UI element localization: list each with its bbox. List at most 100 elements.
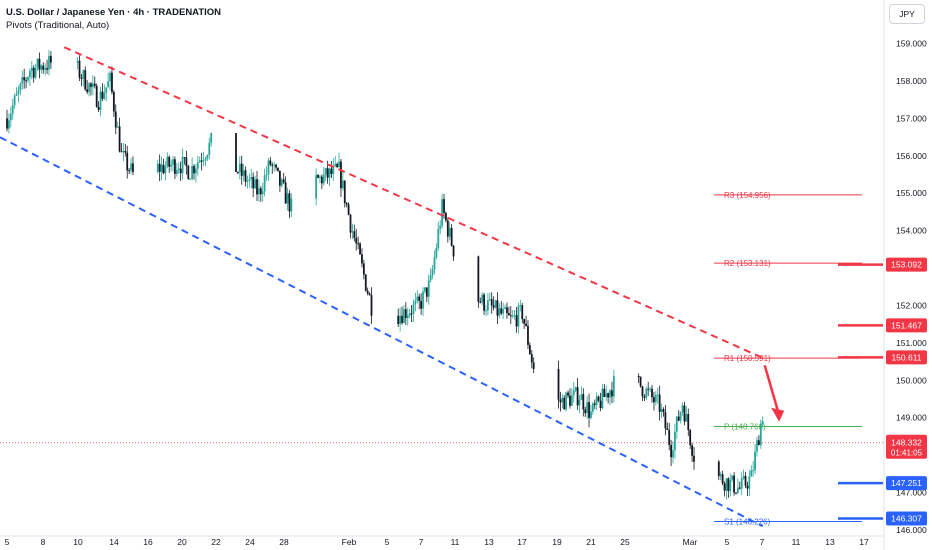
candle-body[interactable] — [609, 390, 611, 398]
candle-body[interactable] — [254, 179, 256, 189]
candle-body[interactable] — [82, 70, 85, 79]
candle-body[interactable] — [492, 305, 495, 308]
candle-body[interactable] — [246, 180, 249, 182]
candle-body[interactable] — [580, 394, 583, 400]
candle-body[interactable] — [736, 487, 739, 493]
candle-body[interactable] — [273, 164, 276, 166]
candle-body[interactable] — [263, 175, 266, 192]
candle-body[interactable] — [431, 269, 434, 276]
candle-body[interactable] — [204, 158, 207, 161]
candle-body[interactable] — [612, 376, 615, 397]
candle-body[interactable] — [248, 179, 251, 181]
candle-body[interactable] — [653, 397, 655, 403]
candle-body[interactable] — [530, 354, 533, 363]
candle-body[interactable] — [235, 133, 237, 173]
candle-body[interactable] — [126, 152, 129, 171]
candle-body[interactable] — [172, 159, 174, 165]
candle-body[interactable] — [727, 478, 730, 492]
candle-body[interactable] — [422, 291, 424, 309]
candle-body[interactable] — [425, 287, 428, 297]
candle-body[interactable] — [130, 163, 132, 171]
candle-body[interactable] — [761, 421, 764, 425]
symbol-title[interactable]: U.S. Dollar / Japanese Yen · 4h · TRADEN… — [6, 7, 222, 18]
candle-body[interactable] — [416, 296, 419, 301]
candle-body[interactable] — [528, 344, 531, 355]
candle-body[interactable] — [557, 368, 560, 400]
candle-body[interactable] — [591, 403, 594, 412]
candle-body[interactable] — [29, 71, 31, 78]
candle-body[interactable] — [414, 300, 417, 305]
candle-body[interactable] — [401, 315, 403, 323]
candle-body[interactable] — [326, 168, 329, 178]
candle-body[interactable] — [317, 174, 319, 178]
candle-body[interactable] — [160, 164, 163, 172]
candle-body[interactable] — [733, 475, 735, 493]
candle-body[interactable] — [504, 307, 506, 310]
candle-body[interactable] — [513, 315, 516, 317]
candle-body[interactable] — [271, 164, 274, 166]
candle-body[interactable] — [519, 305, 522, 307]
candle-body[interactable] — [166, 156, 169, 167]
candle-body[interactable] — [481, 294, 484, 303]
candle-body[interactable] — [349, 214, 352, 233]
candle-body[interactable] — [124, 150, 127, 153]
candle-body[interactable] — [174, 159, 176, 174]
candle-body[interactable] — [593, 403, 596, 405]
candle-body[interactable] — [567, 392, 569, 396]
candle-body[interactable] — [105, 87, 108, 93]
candle-body[interactable] — [366, 290, 369, 294]
candle-body[interactable] — [443, 199, 445, 213]
candle-body[interactable] — [689, 430, 692, 446]
candle-body[interactable] — [496, 300, 499, 316]
candle-body[interactable] — [404, 309, 407, 319]
candle-body[interactable] — [582, 394, 585, 410]
candle-body[interactable] — [754, 451, 756, 471]
candle-body[interactable] — [691, 445, 693, 456]
candle-body[interactable] — [649, 388, 652, 390]
candle-body[interactable] — [450, 227, 453, 246]
candle-body[interactable] — [357, 243, 360, 245]
candle-body[interactable] — [244, 170, 247, 182]
candle-body[interactable] — [685, 414, 688, 422]
resistance-trendline[interactable] — [63, 46, 764, 359]
candle-body[interactable] — [446, 220, 449, 237]
candle-body[interactable] — [584, 409, 587, 414]
candle-body[interactable] — [479, 301, 482, 303]
candle-body[interactable] — [288, 193, 291, 212]
candle-body[interactable] — [570, 395, 573, 406]
candle-body[interactable] — [238, 163, 241, 173]
candle-body[interactable] — [23, 77, 26, 81]
candle-body[interactable] — [40, 65, 43, 70]
candle-body[interactable] — [674, 431, 676, 451]
candle-body[interactable] — [185, 157, 188, 167]
candle-body[interactable] — [44, 68, 47, 70]
candle-body[interactable] — [8, 120, 10, 129]
candle-body[interactable] — [97, 106, 100, 110]
candle-body[interactable] — [114, 111, 117, 128]
candle-body[interactable] — [196, 162, 199, 169]
candle-body[interactable] — [435, 247, 438, 258]
candle-body[interactable] — [637, 376, 640, 378]
candle-body[interactable] — [586, 402, 589, 414]
candle-body[interactable] — [756, 440, 758, 452]
candle-body[interactable] — [664, 412, 667, 429]
candle-body[interactable] — [660, 408, 663, 412]
candle-body[interactable] — [521, 305, 524, 320]
candle-body[interactable] — [168, 156, 171, 167]
candle-body[interactable] — [439, 225, 442, 229]
candle-body[interactable] — [588, 402, 590, 418]
candle-body[interactable] — [721, 474, 724, 484]
candle-body[interactable] — [576, 387, 579, 406]
candle-body[interactable] — [605, 393, 608, 397]
candle-body[interactable] — [565, 392, 568, 410]
candle-body[interactable] — [128, 170, 131, 172]
candle-body[interactable] — [502, 309, 505, 314]
candle-body[interactable] — [656, 394, 659, 396]
candle-body[interactable] — [364, 274, 367, 291]
candle-body[interactable] — [328, 168, 331, 178]
candle-body[interactable] — [672, 450, 674, 458]
candle-body[interactable] — [683, 405, 686, 422]
candle-body[interactable] — [193, 166, 195, 174]
candle-body[interactable] — [338, 161, 340, 168]
